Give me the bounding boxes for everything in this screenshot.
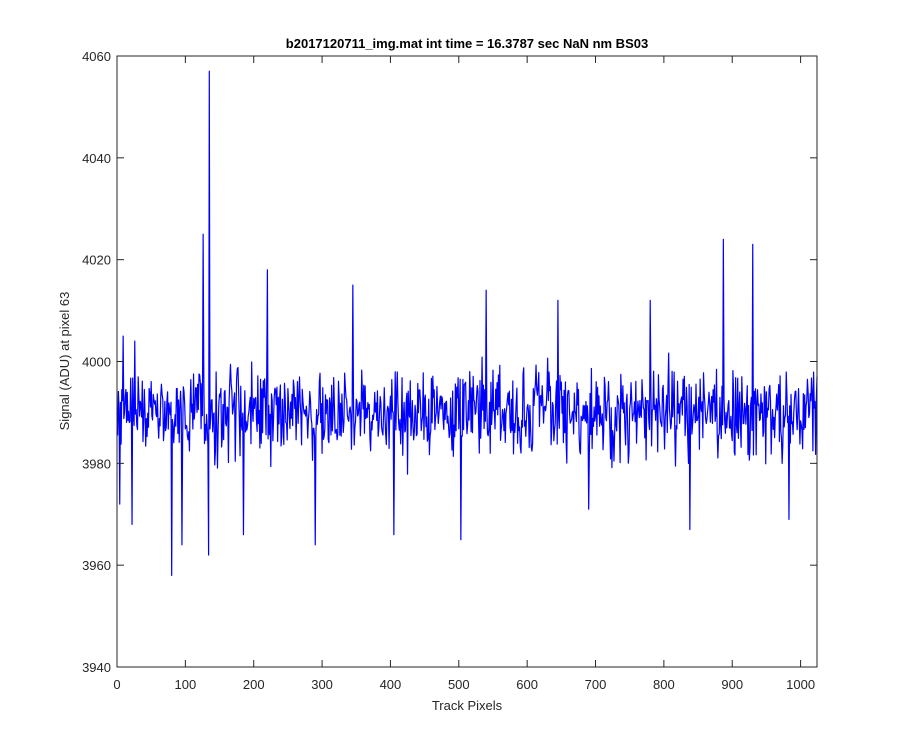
x-tick-label: 1000 bbox=[786, 677, 815, 692]
y-tick-label: 3960 bbox=[82, 558, 111, 573]
x-tick-label: 0 bbox=[113, 677, 120, 692]
x-tick-label: 800 bbox=[653, 677, 675, 692]
x-tick-label: 400 bbox=[380, 677, 402, 692]
y-tick-label: 3980 bbox=[82, 456, 111, 471]
y-tick-label: 3940 bbox=[82, 660, 111, 675]
plot-area-background bbox=[117, 56, 817, 667]
x-axis: 0 100 200 300 400 500 600 700 800 900 1000 bbox=[113, 56, 815, 692]
x-tick-label: 200 bbox=[243, 677, 265, 692]
x-tick-label: 700 bbox=[585, 677, 607, 692]
x-tick-label: 900 bbox=[721, 677, 743, 692]
y-tick-label: 4040 bbox=[82, 151, 111, 166]
y-tick-label: 4000 bbox=[82, 355, 111, 370]
x-tick-label: 100 bbox=[175, 677, 197, 692]
y-tick-label: 4020 bbox=[82, 253, 111, 268]
y-tick-label: 4060 bbox=[82, 49, 111, 64]
series-group bbox=[116, 70, 818, 576]
x-tick-label: 600 bbox=[516, 677, 538, 692]
x-axis-label: Track Pixels bbox=[432, 698, 503, 713]
x-tick-label: 300 bbox=[311, 677, 333, 692]
y-axis: 3940 3960 3980 4000 4020 4040 4060 bbox=[82, 49, 817, 675]
x-tick-label: 500 bbox=[448, 677, 470, 692]
chart-title: b2017120711_img.mat int time = 16.3787 s… bbox=[286, 36, 648, 51]
series-line bbox=[116, 70, 818, 576]
y-axis-label: Signal (ADU) at pixel 63 bbox=[57, 292, 72, 431]
